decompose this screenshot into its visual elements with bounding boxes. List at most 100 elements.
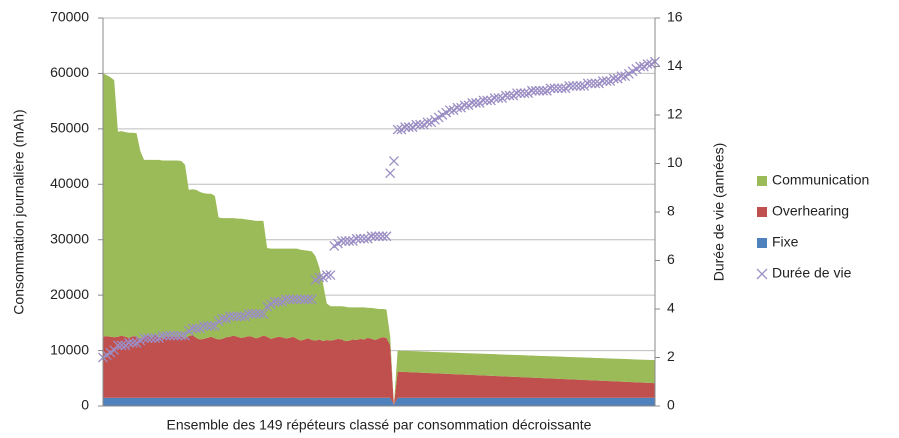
point — [291, 294, 302, 305]
y2-axis-label: Durée de vie (années) — [711, 143, 727, 282]
point — [124, 337, 135, 348]
point — [556, 83, 567, 94]
point — [288, 294, 299, 305]
point — [392, 124, 403, 135]
point — [217, 313, 228, 324]
point — [478, 95, 489, 106]
point — [224, 311, 235, 322]
point — [452, 102, 463, 113]
legend-label: Communication — [772, 172, 869, 188]
point — [564, 80, 575, 91]
point — [351, 233, 362, 244]
x-axis-label: Ensemble des 149 répéteurs classé par co… — [167, 417, 592, 433]
point — [299, 294, 310, 305]
legend-swatch — [757, 238, 767, 248]
point — [236, 311, 246, 322]
point — [538, 85, 549, 96]
y2-tick-label: 4 — [667, 300, 675, 316]
point — [355, 233, 366, 244]
point — [295, 294, 306, 305]
point — [571, 80, 582, 91]
point — [112, 340, 123, 351]
y2-tick-label: 6 — [667, 251, 675, 267]
point — [303, 294, 314, 305]
y-tick-label: 10000 — [50, 341, 89, 357]
point — [400, 122, 411, 133]
point — [512, 88, 522, 99]
point — [504, 90, 515, 101]
point — [258, 308, 269, 319]
point — [325, 270, 336, 281]
point — [247, 308, 258, 319]
legend-swatch — [757, 207, 767, 217]
point — [165, 330, 176, 341]
point — [411, 119, 422, 130]
point — [553, 83, 563, 94]
point — [616, 71, 627, 82]
point — [590, 78, 601, 89]
point — [269, 296, 280, 307]
point — [403, 122, 414, 133]
y2-tick-label: 0 — [667, 397, 675, 413]
y-tick-label: 40000 — [50, 175, 89, 191]
point — [609, 73, 619, 84]
y-tick-label: 20000 — [50, 286, 89, 302]
point — [157, 330, 168, 341]
point — [168, 330, 179, 341]
point — [232, 311, 243, 322]
point — [489, 93, 500, 103]
point — [280, 294, 291, 305]
y-tick-label: 30000 — [50, 230, 89, 246]
point — [642, 59, 653, 70]
point — [601, 76, 612, 87]
point — [493, 93, 504, 103]
point — [306, 294, 317, 305]
point — [377, 231, 388, 242]
point — [314, 272, 325, 283]
point — [340, 236, 351, 247]
point — [176, 330, 187, 341]
area — [103, 73, 655, 405]
point — [370, 231, 381, 242]
y2-tick-label: 14 — [667, 57, 683, 73]
point — [374, 231, 384, 242]
point — [526, 85, 537, 96]
y-axis-label: Consommation journalière (mAh) — [11, 109, 27, 314]
y-tick-label: 50000 — [50, 120, 89, 136]
y2-tick-label: 8 — [667, 203, 675, 219]
y2-tick-label: 10 — [667, 154, 683, 170]
point — [385, 168, 396, 179]
point — [415, 119, 425, 130]
point — [444, 105, 455, 116]
point — [575, 80, 586, 91]
point — [198, 321, 209, 331]
point — [344, 236, 355, 247]
legend-label: Fixe — [772, 234, 799, 250]
point — [549, 83, 560, 94]
point — [191, 323, 202, 334]
point — [586, 78, 597, 89]
point — [202, 321, 213, 331]
point — [228, 311, 239, 322]
legend-swatch — [757, 176, 767, 186]
point — [250, 308, 261, 319]
point — [381, 231, 392, 242]
y2-tick-label: 2 — [667, 348, 675, 364]
point — [359, 233, 370, 244]
area — [103, 335, 655, 405]
point — [187, 323, 198, 334]
point — [534, 85, 545, 96]
point — [635, 61, 646, 72]
point — [172, 330, 183, 341]
point — [161, 330, 172, 341]
point — [459, 100, 470, 111]
point — [471, 97, 481, 108]
y2-tick-label: 16 — [667, 9, 683, 25]
point — [482, 95, 493, 106]
point — [388, 156, 399, 167]
point — [366, 231, 377, 242]
point — [146, 333, 157, 344]
point — [243, 308, 254, 319]
legend-label: Durée de vie — [772, 265, 852, 281]
